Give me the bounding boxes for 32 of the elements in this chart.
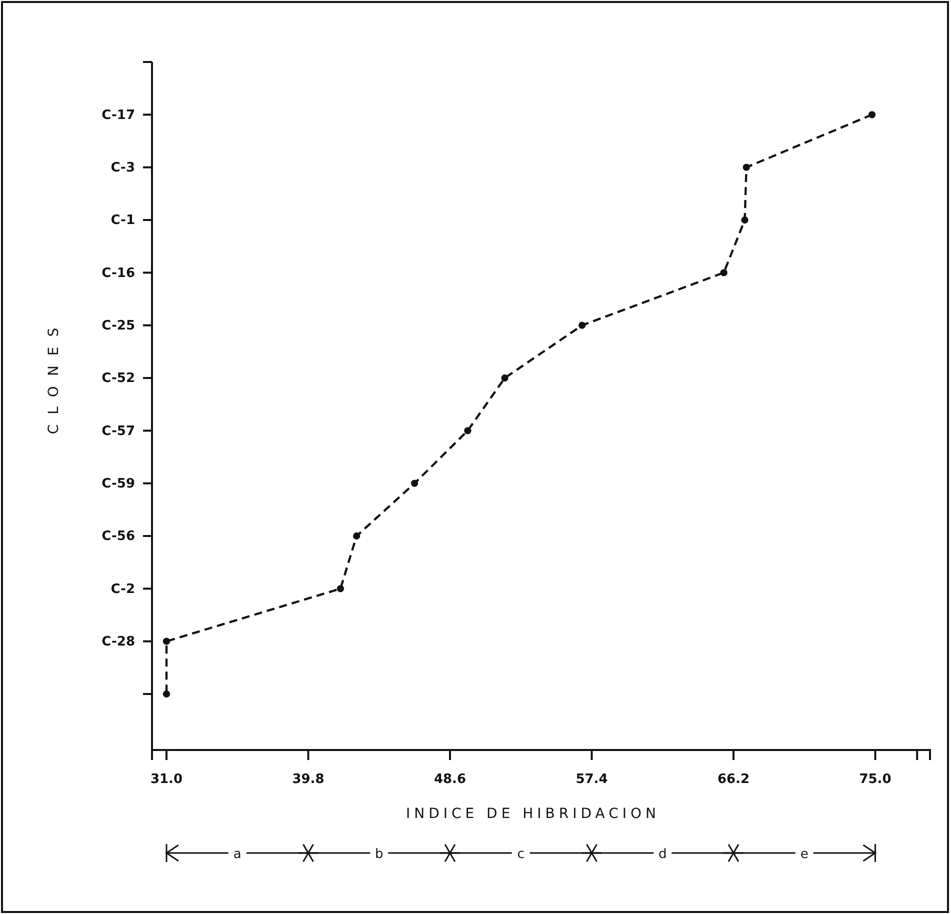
point xyxy=(720,269,728,276)
point xyxy=(162,690,170,698)
x-tick-label: 39.8 xyxy=(292,772,324,788)
x-tick-label: 75.0 xyxy=(859,772,892,788)
y-tick-label: C-56 xyxy=(102,529,135,544)
point xyxy=(336,585,344,592)
point xyxy=(501,374,508,382)
x-tick-label: 57.4 xyxy=(576,772,608,788)
x-tick-label: 48.6 xyxy=(434,772,466,788)
point xyxy=(464,427,472,434)
y-tick-label: C-25 xyxy=(102,318,135,334)
point xyxy=(868,111,876,118)
y-axis-title: CLONES xyxy=(46,318,62,434)
point xyxy=(741,216,748,224)
point xyxy=(162,638,170,645)
y-tick-label: C-59 xyxy=(102,476,135,492)
y-tick-label: C-52 xyxy=(102,371,135,386)
y-tick-label: C-2 xyxy=(110,582,135,597)
point xyxy=(410,480,418,487)
x-tick-label: 66.2 xyxy=(717,772,750,788)
y-tick-label: C-57 xyxy=(102,424,135,439)
y-tick-label: C-17 xyxy=(102,108,135,123)
y-tick-label: C-3 xyxy=(110,160,135,176)
x-tick-label: 31.0 xyxy=(150,772,183,788)
x-axis-title: INDICE DE HIBRIDACION xyxy=(406,806,660,822)
y-tick-label: C-28 xyxy=(102,634,135,650)
point xyxy=(578,322,586,329)
y-tick-label: C-16 xyxy=(102,266,135,281)
interval-arrow-scale: a b c d e xyxy=(165,844,877,862)
point xyxy=(742,164,750,171)
point xyxy=(353,532,360,540)
y-tick-label: C-1 xyxy=(110,213,135,228)
